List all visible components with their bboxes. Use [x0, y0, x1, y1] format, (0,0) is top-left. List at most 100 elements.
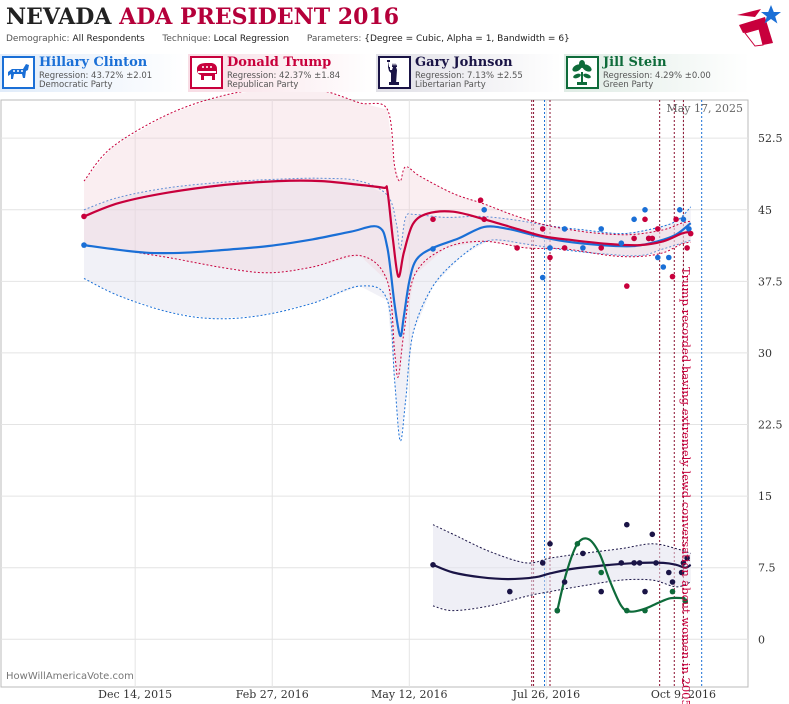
poll-point-trump — [649, 235, 656, 242]
poll-point-clinton — [481, 207, 488, 213]
y-tick-label: 0 — [758, 633, 765, 646]
candidate-party: Republican Party — [227, 80, 299, 90]
poll-point-clinton — [686, 226, 692, 232]
header: NEVADA ADA PRESIDENT 2016 Demographic: A… — [0, 0, 789, 54]
y-tick-label: 37.5 — [758, 275, 783, 288]
poll-point-stein — [598, 569, 604, 576]
poll-point-johnson — [539, 560, 546, 566]
poll-point-trump — [624, 283, 630, 289]
plant-icon — [566, 56, 599, 89]
y-tick-label: 30 — [758, 347, 772, 360]
demographic-value: All Respondents — [72, 34, 145, 44]
poll-point-johnson — [642, 588, 648, 595]
poll-point-trump — [687, 230, 694, 237]
band-lower-johnson — [432, 578, 691, 612]
candidate-legend: Hillary Clinton Regression: 43.72% ±2.01… — [0, 54, 789, 92]
title-rest: ADA PRESIDENT 2016 — [119, 4, 400, 30]
candidate-name: Gary Johnson — [415, 55, 513, 70]
donkey-icon — [2, 56, 35, 89]
candidate-card-johnson: Gary Johnson Regression: 7.13% ±2.55 Lib… — [376, 54, 562, 92]
poll-point-johnson — [649, 531, 656, 538]
poll-point-johnson — [666, 569, 672, 576]
poll-point-trump — [598, 245, 604, 251]
poll-point-trump — [642, 216, 648, 223]
y-tick-label: 15 — [758, 490, 772, 503]
x-tick-label: May 12, 2016 — [371, 688, 448, 701]
poll-point-johnson — [680, 560, 687, 566]
poll-point-trump — [684, 245, 690, 251]
poll-point-johnson — [624, 521, 630, 528]
poll-point-clinton — [642, 207, 648, 213]
poll-point-johnson — [561, 579, 568, 585]
poll-point-clinton — [539, 274, 546, 281]
poll-point-trump — [631, 235, 637, 242]
statue-of-liberty-icon — [378, 56, 411, 89]
poll-point-johnson — [618, 560, 625, 566]
axis-labels: 0 7.5 15 22.5 30 37.5 45 52.5 Dec 14, 2015 Feb 27… — [98, 132, 782, 701]
poll-point-johnson — [580, 550, 586, 557]
poll-point-clinton — [580, 245, 586, 251]
poll-point-stein — [682, 598, 688, 604]
poll-point-stein — [554, 607, 561, 614]
poll-point-johnson — [653, 560, 659, 566]
candidate-regression: Regression: 7.13% ±2.55 — [415, 71, 523, 81]
candidate-name: Jill Stein — [603, 55, 667, 70]
poll-point-johnson — [684, 555, 690, 561]
candidate-party: Democratic Party — [39, 80, 113, 90]
technique-value: Local Regression — [213, 34, 290, 44]
technique-label: Technique: — [162, 34, 211, 44]
demographic-label: Demographic: — [6, 34, 70, 44]
y-tick-label: 22.5 — [758, 419, 783, 432]
candidate-party: Green Party — [603, 80, 654, 90]
x-tick-label: Jul 26, 2016 — [512, 688, 581, 701]
poll-point-clinton — [430, 246, 436, 252]
poll-point-clinton — [561, 226, 568, 232]
band-upper-clinton — [83, 177, 692, 251]
parameters-value: {Degree = Cubic, Alpha = 1, Bandwidth = … — [364, 34, 570, 44]
elephant-icon — [190, 56, 223, 89]
poll-point-johnson — [598, 588, 604, 595]
poll-point-johnson — [669, 579, 676, 585]
candidate-regression: Regression: 4.29% ±0.00 — [603, 71, 711, 81]
candidate-regression: Regression: 43.72% ±2.01 — [39, 71, 153, 81]
band-lower-clinton — [83, 239, 691, 442]
poll-point-clinton — [655, 254, 661, 261]
x-tick-label: Dec 14, 2015 — [98, 688, 172, 701]
poll-point-clinton — [618, 240, 625, 246]
poll-point-trump — [561, 245, 568, 251]
poll-point-johnson — [631, 560, 637, 566]
event-annotation: Trump recorded having extremely lewd con… — [679, 267, 693, 704]
candidate-name: Donald Trump — [227, 55, 332, 70]
poll-point-trump — [477, 197, 484, 203]
poll-point-johnson — [430, 562, 436, 568]
y-tick-label: 7.5 — [758, 562, 776, 575]
poll-point-trump — [547, 254, 553, 261]
title-state: NEVADA — [6, 4, 112, 30]
poll-point-trump — [430, 216, 436, 223]
poll-point-johnson — [547, 541, 553, 547]
site-logo-icon — [737, 5, 781, 47]
poll-point-clinton — [547, 245, 553, 251]
band-fill-johnson — [433, 524, 691, 611]
poll-points — [81, 197, 694, 614]
x-tick-label: Feb 27, 2016 — [236, 688, 309, 701]
poll-point-trump — [673, 216, 679, 223]
parameters-label: Parameters: — [306, 34, 362, 44]
y-tick-label: 52.5 — [758, 132, 783, 145]
confidence-bands — [83, 92, 692, 612]
poll-point-clinton — [666, 254, 672, 261]
candidate-regression: Regression: 42.37% ±1.84 — [227, 71, 341, 81]
candidate-card-stein: Jill Stein Regression: 4.29% ±0.00 Green… — [564, 54, 750, 92]
trend-line-clinton — [83, 222, 692, 337]
watermark-text: HowWillAmericaVote.com — [6, 671, 134, 682]
parameters-bar: Demographic: All Respondents Technique: … — [6, 34, 570, 44]
polling-chart: 0 7.5 15 22.5 30 37.5 45 52.5 Dec 14, 2015 Feb 27… — [0, 92, 783, 704]
poll-point-trump — [539, 226, 546, 232]
band-upper-johnson — [432, 524, 691, 564]
plot-area — [0, 99, 749, 688]
poll-point-clinton — [81, 242, 87, 248]
poll-point-johnson — [636, 560, 643, 566]
trend-line-johnson — [432, 561, 692, 581]
band-fill-trump — [84, 92, 691, 377]
poll-point-trump — [669, 273, 676, 280]
